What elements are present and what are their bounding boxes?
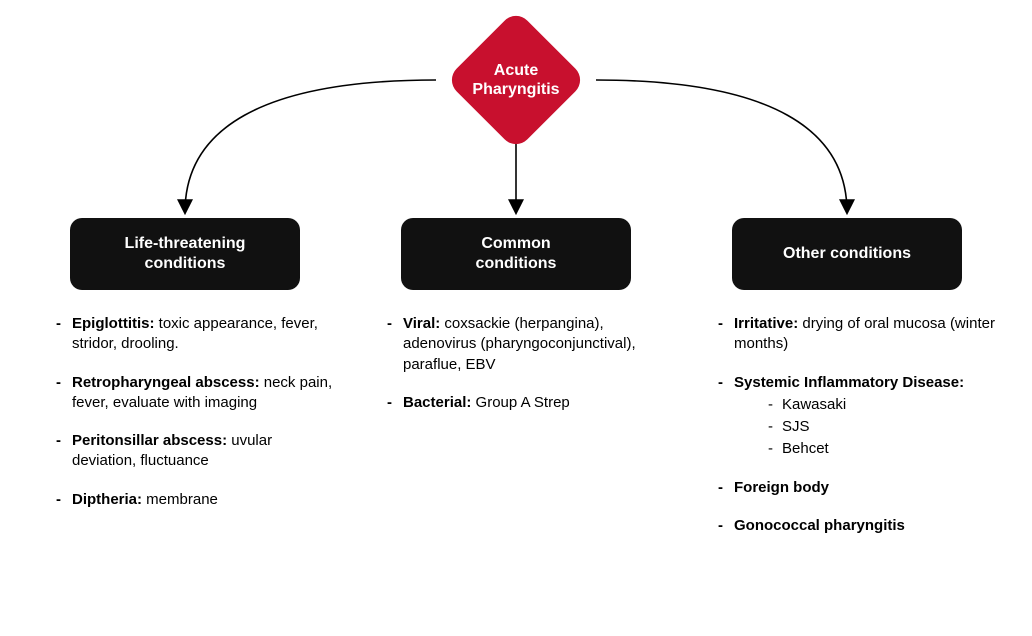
category-list-cat1: Viral: coxsackie (herpangina), adenoviru…: [387, 314, 667, 431]
list-item: Epiglottitis: toxic appearance, fever, s…: [56, 314, 336, 355]
item-desc: Group A Strep: [471, 394, 569, 411]
list-item: Foreign body: [718, 478, 998, 498]
subitem: Kawasaki: [768, 395, 998, 415]
category-list-cat2: Irritative: drying of oral mucosa (winte…: [718, 314, 998, 554]
item-title: Diptheria:: [72, 491, 142, 508]
item-title: Irritative:: [734, 315, 798, 332]
category-label: Life-threatening conditions: [115, 234, 256, 274]
root-node: Acute Pharyngitis: [436, 25, 596, 135]
edge-root-cat2: [596, 80, 847, 212]
item-title: Gonococcal pharyngitis: [734, 517, 905, 534]
sublist: KawasakiSJSBehcet: [734, 395, 998, 460]
category-box-cat0: Life-threatening conditions: [70, 218, 300, 290]
item-title: Bacterial:: [403, 394, 471, 411]
category-box-cat1: Common conditions: [401, 218, 631, 290]
item-title: Epiglottitis:: [72, 315, 155, 332]
list-item: Gonococcal pharyngitis: [718, 516, 998, 536]
root-label: Acute Pharyngitis: [472, 61, 559, 99]
list-item: Irritative: drying of oral mucosa (winte…: [718, 314, 998, 355]
list-item: Bacterial: Group A Strep: [387, 393, 667, 413]
diagram-canvas: Acute Pharyngitis Life-threatening condi…: [0, 0, 1032, 636]
item-title: Retropharyngeal abscess:: [72, 374, 260, 391]
category-label: Other conditions: [773, 244, 921, 264]
item-desc: membrane: [142, 491, 218, 508]
subitem: SJS: [768, 417, 998, 437]
item-title: Foreign body: [734, 479, 829, 496]
list-item: Diptheria: membrane: [56, 490, 336, 510]
list-item: Systemic Inflammatory Disease: KawasakiSJ…: [718, 373, 998, 460]
edge-root-cat0: [185, 80, 436, 212]
category-label: Common conditions: [466, 234, 567, 274]
item-title: Viral:: [403, 315, 440, 332]
item-title: Systemic Inflammatory Disease:: [734, 374, 964, 391]
list-item: Viral: coxsackie (herpangina), adenoviru…: [387, 314, 667, 375]
category-box-cat2: Other conditions: [732, 218, 962, 290]
item-title: Peritonsillar abscess:: [72, 432, 227, 449]
list-item: Peritonsillar abscess: uvular deviation,…: [56, 431, 336, 472]
subitem: Behcet: [768, 439, 998, 459]
list-item: Retropharyngeal abscess: neck pain, feve…: [56, 373, 336, 414]
category-list-cat0: Epiglottitis: toxic appearance, fever, s…: [56, 314, 336, 528]
